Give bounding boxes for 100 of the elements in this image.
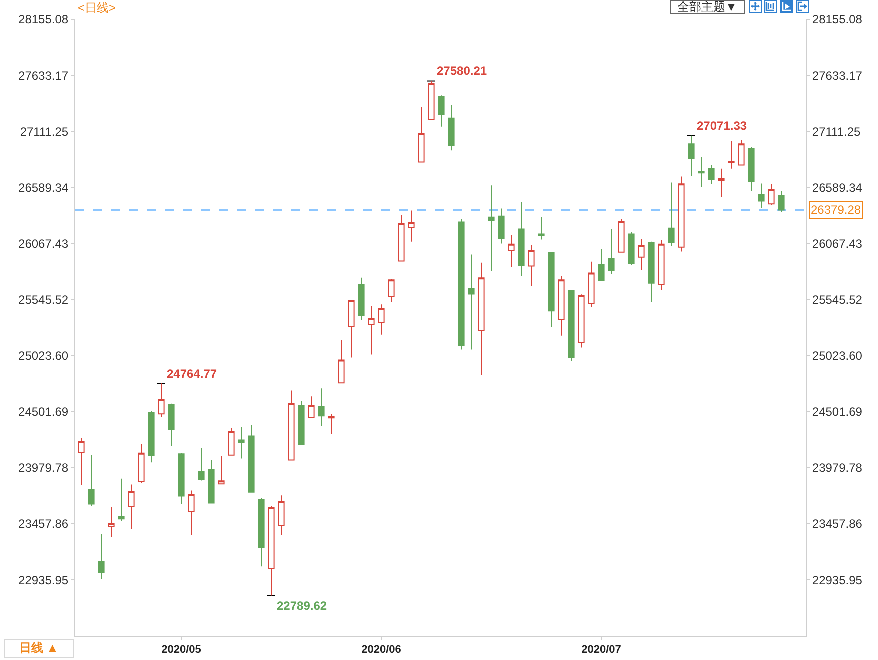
ref-line-label: 26379.28 [811,203,862,217]
candlestick [358,277,365,321]
candlestick [658,240,665,291]
candlestick [308,396,315,418]
y2-tick-label: 22935.95 [812,573,863,588]
annotation: 24764.77 [167,367,218,381]
candlestick [218,456,225,485]
candlestick [588,261,595,308]
candlestick [408,210,415,242]
candlestick [298,401,305,446]
candlestick [238,426,245,460]
y-tick-label: 25545.52 [18,292,69,307]
candlestick [178,452,185,505]
y2-tick-label: 26589.34 [812,180,863,195]
y-tick-label: 26589.34 [18,180,69,195]
y2-tick-label: 26067.43 [812,236,863,251]
candlestick [458,218,465,350]
candlestick [498,208,505,244]
candlestick [248,424,255,493]
candlestick [378,304,385,336]
candlestick [438,95,445,128]
candlestick [508,234,515,268]
candlestick [598,248,605,282]
y2-tick-label: 28155.08 [812,12,863,27]
candlestick [718,168,725,198]
candlestick [648,241,655,303]
candlestick [78,438,85,486]
candlestick [628,232,635,266]
candlestick [558,276,565,336]
y-tick-label: 27111.25 [20,124,69,139]
candlestick [228,428,235,456]
y-tick-label: 25023.60 [18,349,69,364]
candlestick [728,140,735,170]
candlestick [98,534,105,580]
candlestick [688,135,695,177]
candlestick [328,414,335,434]
y-tick-label: 22935.95 [18,573,69,588]
candlestick [128,484,135,530]
y2-tick-label: 27633.17 [812,68,863,83]
candlestick [418,107,425,163]
annotation: 27580.21 [437,64,488,78]
text: 全部主题▼ [670,0,745,14]
candlestick [188,490,195,536]
y-tick-label: 23979.78 [18,461,69,476]
x-tick-label: 2020/06 [362,644,402,656]
y-tick-label: 28155.08 [18,12,69,27]
candlestick [148,411,155,464]
y2-tick-label: 24501.69 [812,405,863,420]
candlestick [448,104,455,152]
candlestick [168,403,175,447]
candlestick [618,218,625,253]
y-tick-label: 23457.86 [18,517,69,532]
candlestick [348,299,355,358]
candlestick [778,190,785,213]
y2-tick-label: 27111.25 [812,124,861,139]
candlestick [208,459,215,504]
candlestick [118,478,125,522]
candlestick [668,182,675,247]
candlestick [528,244,535,287]
candlestick [428,80,435,120]
candlestick [108,507,115,538]
candlestick [548,252,555,328]
y2-tick-label: 25545.52 [812,292,863,307]
candlestick [678,176,685,252]
candlestick [288,390,295,461]
text: 日线 ▲ [4,639,74,658]
candlestick [198,448,205,482]
candlestick [268,505,275,596]
candlestick [398,214,405,262]
candlestick [518,202,525,277]
y-tick-label: 26067.43 [18,236,69,251]
candlestick [738,140,745,166]
candlestick [758,183,765,209]
candlestick [578,294,585,348]
candlestick [748,146,755,192]
annotation: 22789.62 [277,599,328,613]
y-tick-label: 27633.17 [18,68,69,83]
candlestick [708,164,715,185]
candlestick [638,238,645,272]
candlestick [608,228,615,275]
candlestick [88,454,95,507]
candlestick [698,156,705,188]
candlestick [388,278,395,303]
x-tick-label: 2020/07 [582,644,622,656]
y2-tick-label: 23979.78 [812,461,863,476]
annotation: 27071.33 [697,119,748,133]
candlestick [568,289,575,362]
candlestick [158,383,165,418]
candlestick [258,497,265,568]
x-tick-label: 2020/05 [162,644,202,656]
y2-tick-label: 23457.86 [812,517,863,532]
candlestick [468,254,475,350]
candlestick [488,185,495,272]
candlestick [138,444,145,484]
chart-title: <日线> [78,1,116,16]
candlestick [318,388,325,427]
candlestick [768,184,775,206]
y-tick-label: 24501.69 [18,405,69,420]
y2-tick-label: 25023.60 [812,349,863,364]
candlestick [278,495,285,536]
